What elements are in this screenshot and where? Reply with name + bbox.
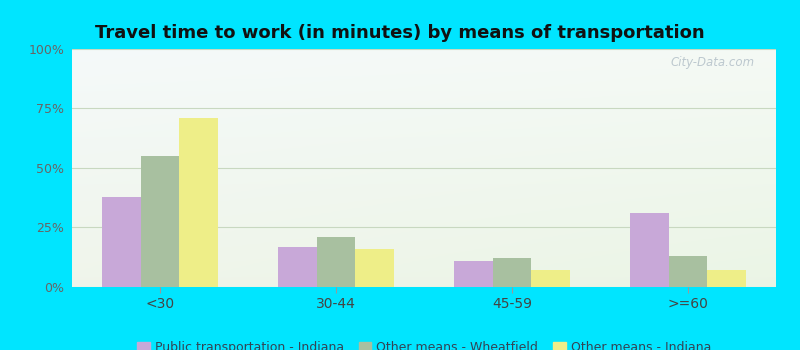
Bar (179, 118, 218, 287)
Bar (141, 156, 179, 287)
Bar (531, 270, 570, 287)
Bar (707, 270, 746, 287)
Text: Travel time to work (in minutes) by means of transportation: Travel time to work (in minutes) by mean… (95, 25, 705, 42)
Bar (102, 197, 141, 287)
Bar (278, 246, 317, 287)
Text: City-Data.com: City-Data.com (670, 56, 755, 69)
Bar (669, 256, 707, 287)
Bar (355, 249, 394, 287)
Legend: Public transportation - Indiana, Other means - Wheatfield, Other means - Indiana: Public transportation - Indiana, Other m… (132, 336, 716, 350)
Bar (630, 213, 669, 287)
Bar (317, 237, 355, 287)
Bar (454, 261, 493, 287)
Bar (493, 258, 531, 287)
